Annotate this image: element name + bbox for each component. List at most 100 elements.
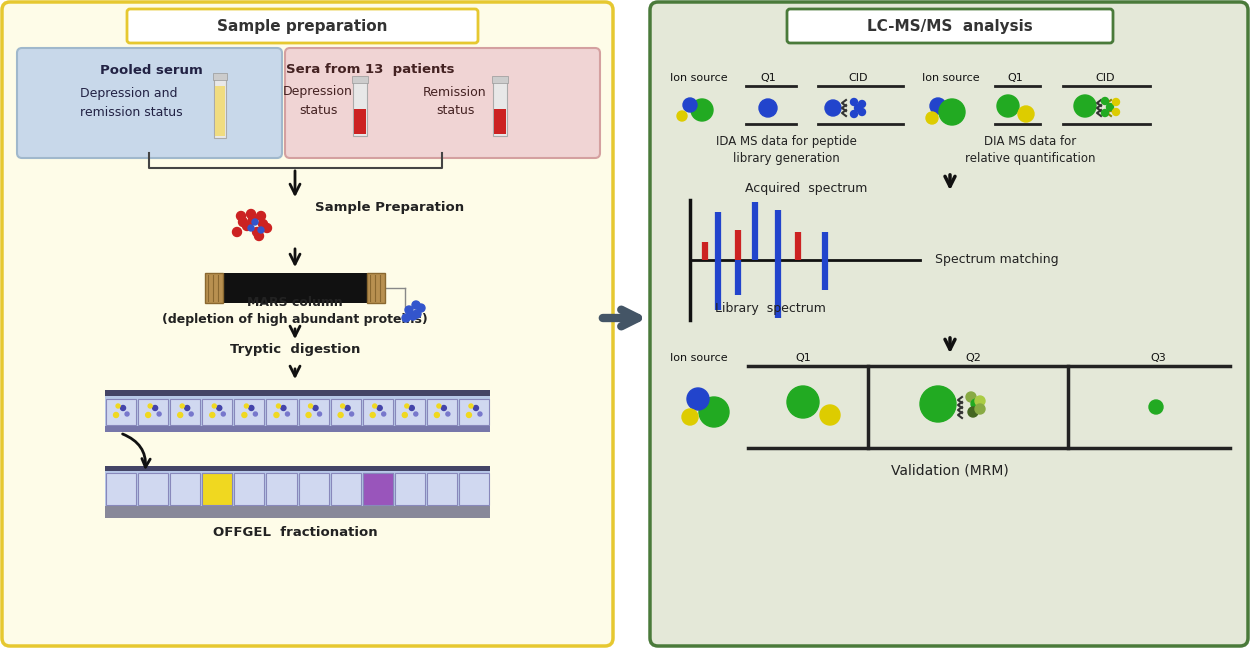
Bar bbox=[427, 399, 457, 425]
Circle shape bbox=[221, 412, 225, 416]
Text: Q3: Q3 bbox=[1150, 353, 1166, 363]
Bar bbox=[105, 390, 490, 396]
Circle shape bbox=[405, 306, 413, 314]
Circle shape bbox=[1106, 104, 1113, 111]
Text: Depression and
remission status: Depression and remission status bbox=[80, 87, 183, 119]
Circle shape bbox=[248, 225, 254, 231]
Bar bbox=[106, 399, 136, 425]
Text: Depression
status: Depression status bbox=[283, 86, 353, 117]
Bar bbox=[203, 473, 233, 505]
Circle shape bbox=[216, 406, 221, 410]
Circle shape bbox=[403, 413, 408, 417]
Circle shape bbox=[442, 406, 447, 410]
Circle shape bbox=[309, 404, 313, 408]
Circle shape bbox=[926, 112, 938, 124]
Text: Sample preparation: Sample preparation bbox=[216, 19, 388, 34]
Circle shape bbox=[478, 412, 482, 416]
Circle shape bbox=[409, 312, 417, 320]
Circle shape bbox=[819, 405, 839, 425]
Circle shape bbox=[683, 98, 697, 112]
Circle shape bbox=[691, 99, 713, 121]
Bar bbox=[170, 399, 200, 425]
Circle shape bbox=[241, 413, 246, 417]
Bar bbox=[214, 78, 226, 138]
Circle shape bbox=[281, 406, 286, 410]
Text: OFFGEL  fractionation: OFFGEL fractionation bbox=[213, 526, 378, 540]
Bar bbox=[494, 109, 505, 134]
Circle shape bbox=[158, 412, 161, 416]
Circle shape bbox=[254, 231, 264, 240]
Bar bbox=[427, 473, 457, 505]
Circle shape bbox=[787, 386, 819, 418]
Circle shape bbox=[244, 404, 249, 408]
Circle shape bbox=[236, 211, 245, 220]
Circle shape bbox=[687, 388, 709, 410]
Circle shape bbox=[148, 404, 153, 408]
Circle shape bbox=[338, 413, 343, 417]
Bar bbox=[299, 473, 329, 505]
Bar bbox=[367, 273, 385, 303]
Circle shape bbox=[378, 406, 383, 410]
Circle shape bbox=[699, 397, 729, 427]
Bar bbox=[395, 399, 425, 425]
Bar bbox=[354, 109, 367, 134]
Bar bbox=[205, 273, 223, 303]
Text: Q1: Q1 bbox=[796, 353, 811, 363]
Text: Ion source: Ion source bbox=[671, 353, 728, 363]
Text: Library  spectrum: Library spectrum bbox=[716, 302, 826, 315]
Circle shape bbox=[382, 412, 385, 416]
Text: Tryptic  digestion: Tryptic digestion bbox=[230, 343, 360, 356]
Circle shape bbox=[759, 99, 777, 117]
Bar bbox=[234, 399, 264, 425]
Circle shape bbox=[473, 406, 478, 410]
Text: Q1: Q1 bbox=[1007, 73, 1023, 83]
Circle shape bbox=[258, 227, 264, 233]
Circle shape bbox=[246, 209, 255, 218]
Circle shape bbox=[445, 412, 450, 416]
Circle shape bbox=[253, 227, 261, 237]
Circle shape bbox=[306, 413, 311, 417]
Bar bbox=[363, 399, 393, 425]
FancyBboxPatch shape bbox=[3, 2, 613, 646]
Circle shape bbox=[858, 108, 866, 115]
Circle shape bbox=[213, 404, 216, 408]
Circle shape bbox=[851, 98, 857, 106]
Circle shape bbox=[975, 404, 985, 414]
Circle shape bbox=[405, 404, 409, 408]
Circle shape bbox=[413, 310, 422, 318]
Circle shape bbox=[858, 100, 866, 108]
Circle shape bbox=[940, 99, 965, 125]
Circle shape bbox=[178, 413, 183, 417]
Bar bbox=[330, 473, 360, 505]
FancyBboxPatch shape bbox=[128, 9, 478, 43]
Bar bbox=[266, 399, 296, 425]
Bar bbox=[105, 396, 490, 426]
Circle shape bbox=[210, 413, 215, 417]
Circle shape bbox=[971, 399, 981, 409]
Circle shape bbox=[1101, 97, 1108, 104]
Text: Pooled serum: Pooled serum bbox=[100, 64, 203, 76]
Circle shape bbox=[145, 413, 150, 417]
Circle shape bbox=[469, 404, 473, 408]
Circle shape bbox=[975, 396, 985, 406]
Bar bbox=[138, 473, 168, 505]
Text: Ion source: Ion source bbox=[671, 73, 728, 83]
Bar bbox=[330, 399, 360, 425]
Circle shape bbox=[682, 409, 698, 425]
Bar bbox=[105, 470, 490, 506]
Circle shape bbox=[402, 314, 410, 322]
Bar bbox=[266, 473, 296, 505]
Circle shape bbox=[1018, 106, 1035, 122]
Circle shape bbox=[434, 413, 439, 417]
Bar bbox=[459, 399, 489, 425]
Bar bbox=[352, 76, 368, 83]
Circle shape bbox=[153, 406, 158, 410]
Bar bbox=[492, 76, 508, 83]
Bar bbox=[234, 473, 264, 505]
Bar bbox=[203, 399, 233, 425]
Circle shape bbox=[249, 216, 258, 224]
Circle shape bbox=[276, 404, 280, 408]
FancyBboxPatch shape bbox=[651, 2, 1248, 646]
Circle shape bbox=[968, 407, 978, 417]
Text: MARS column
(depletion of high abundant proteins): MARS column (depletion of high abundant … bbox=[163, 296, 428, 326]
